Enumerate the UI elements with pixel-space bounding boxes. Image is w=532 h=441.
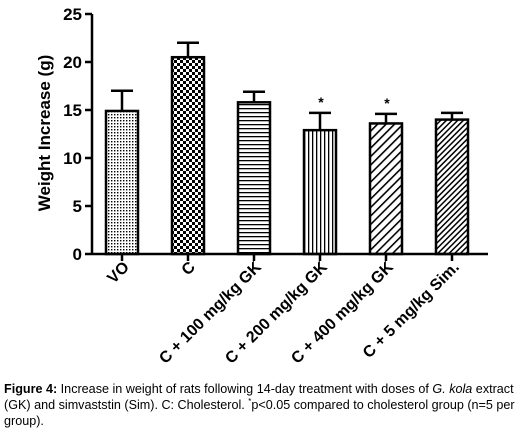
caption-text-2: extract (GK) and simvaststin (Sim). C: C… — [4, 382, 514, 412]
x-tick-label: VO — [104, 259, 132, 287]
bars — [104, 55, 470, 256]
y-tick-label: 10 — [63, 149, 82, 168]
bar — [170, 55, 206, 256]
bar — [302, 128, 338, 256]
bar — [434, 118, 470, 256]
error-bars — [111, 41, 463, 131]
y-axis: 0 5 10 15 20 25 — [63, 5, 94, 264]
y-axis-label: Weight Increase (g) — [35, 55, 54, 212]
y-tick-label: 15 — [63, 101, 82, 120]
caption-label: Figure 4: — [4, 382, 58, 396]
y-tick-label: 5 — [73, 197, 82, 216]
y-tick-label: 0 — [73, 245, 82, 264]
y-tick-label: 20 — [63, 53, 82, 72]
x-tick-label: C — [179, 258, 200, 279]
caption-star: * — [248, 397, 252, 406]
y-tick-label: 25 — [63, 5, 82, 24]
bar — [368, 122, 404, 256]
caption-text-3: p<0.05 compared to cholesterol group (n=… — [4, 398, 515, 428]
bar — [236, 101, 272, 256]
caption-text-1: Increase in weight of rats following 14-… — [57, 382, 433, 396]
significance-star: * — [384, 95, 390, 111]
significance-star: * — [318, 94, 324, 110]
x-axis: VO CC + 100 mg/kg GKC + 200 mg/kg GKC + 4… — [92, 252, 488, 367]
bar — [104, 109, 140, 256]
significance-markers: * * — [318, 94, 390, 111]
caption-species: G. kola — [432, 382, 473, 396]
figure-caption: Figure 4: Increase in weight of rats fol… — [4, 381, 530, 429]
